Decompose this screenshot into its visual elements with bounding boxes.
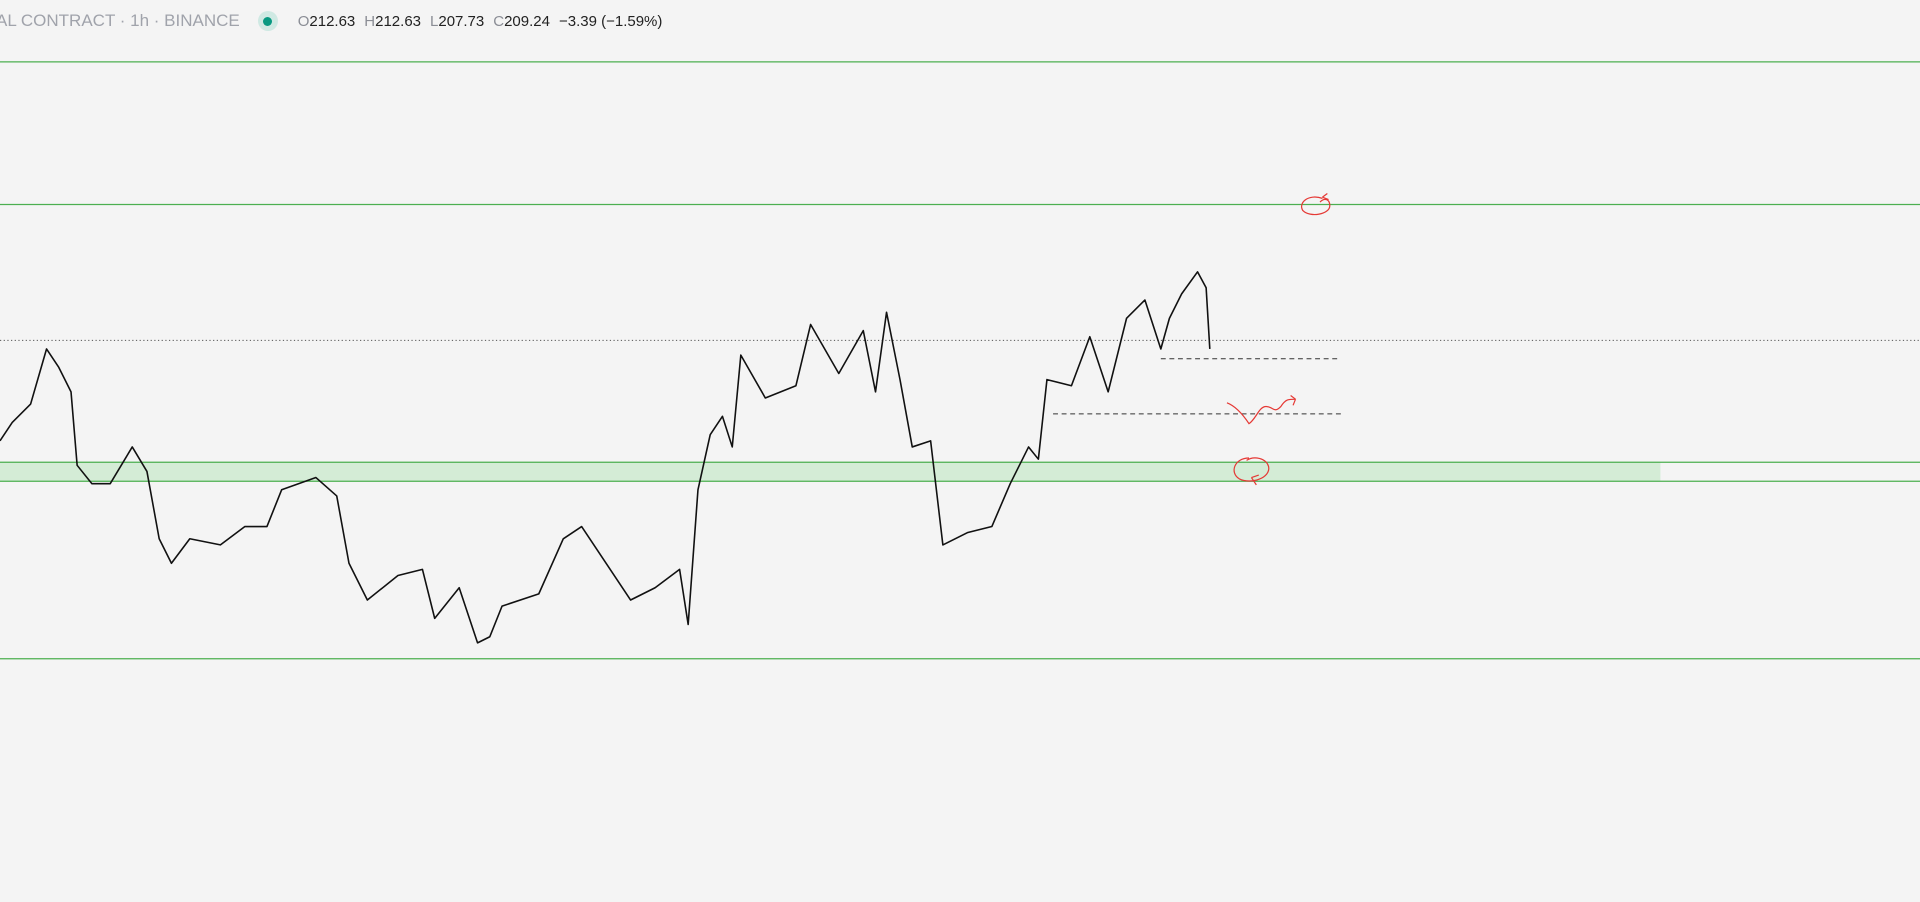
status-dot: [257, 11, 278, 31]
ohlc-value: 207.73: [438, 12, 485, 30]
drawing: [0, 61, 1920, 660]
ohlc-value: 209.24: [504, 12, 550, 30]
ohlc-key: L: [430, 12, 439, 30]
ohlc-key: O: [297, 12, 310, 30]
scribble: [1233, 457, 1270, 486]
ohlc-value: 212.63: [309, 12, 356, 30]
zone: [0, 461, 1661, 482]
levels: [0, 61, 1920, 660]
scribble: [1301, 192, 1331, 216]
symbol-title: AL CONTRACT · 1h · BINANCE: [0, 11, 240, 30]
scribble: [1226, 395, 1297, 425]
ohlc-key: C: [493, 12, 505, 30]
change: −3.39 (−1.59%): [558, 12, 663, 30]
annotations: [1226, 192, 1331, 486]
price-path: [0, 271, 1211, 644]
legend: AL CONTRACT · 1h · BINANCE O 212.63 H 212.…: [0, 9, 671, 33]
ohlc-key: H: [364, 12, 376, 30]
ohlc-value: 212.63: [375, 12, 422, 30]
